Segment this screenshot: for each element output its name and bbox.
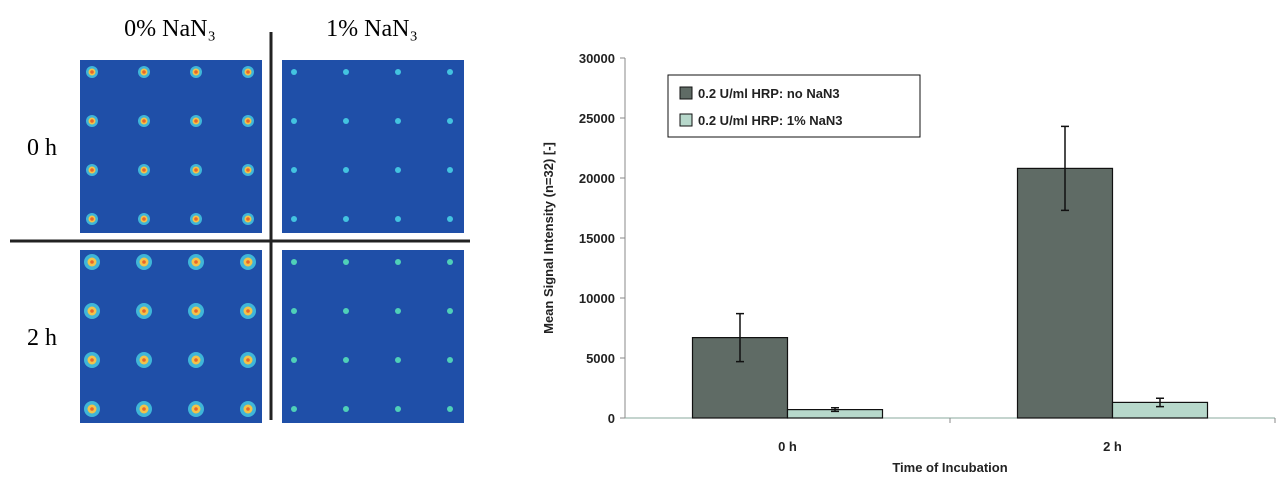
spot bbox=[291, 308, 297, 314]
spot bbox=[395, 69, 401, 75]
spot-core bbox=[246, 70, 250, 74]
spot bbox=[395, 406, 401, 412]
spot bbox=[291, 118, 297, 124]
y-tick-label: 25000 bbox=[579, 111, 615, 126]
spot bbox=[447, 69, 453, 75]
spot-core bbox=[246, 407, 250, 411]
spot bbox=[395, 308, 401, 314]
spot-core bbox=[142, 119, 146, 123]
legend-label: 0.2 U/ml HRP: no NaN3 bbox=[698, 86, 840, 101]
spot bbox=[395, 357, 401, 363]
y-tick-label: 20000 bbox=[579, 171, 615, 186]
spot bbox=[447, 259, 453, 265]
spot bbox=[395, 259, 401, 265]
spot bbox=[343, 357, 349, 363]
spot-core bbox=[142, 309, 146, 313]
column-label: 0% NaN₃ bbox=[124, 16, 216, 42]
array-image bbox=[282, 250, 464, 423]
spot-core bbox=[90, 168, 94, 172]
page: {"figure_panel": {"columns": ["0% NaN₃",… bbox=[0, 0, 1279, 480]
spot-core bbox=[246, 119, 250, 123]
spot-core bbox=[142, 168, 146, 172]
spot-core bbox=[142, 260, 146, 264]
spot-core bbox=[194, 358, 198, 362]
y-tick-label: 0 bbox=[608, 411, 615, 426]
spot bbox=[343, 406, 349, 412]
row-label: 0 h bbox=[27, 135, 57, 161]
spot-core bbox=[194, 217, 198, 221]
spot-core bbox=[142, 217, 146, 221]
spot-core bbox=[246, 358, 250, 362]
x-tick-label: 2 h bbox=[1103, 439, 1122, 454]
spot-core bbox=[90, 119, 94, 123]
spot-core bbox=[246, 260, 250, 264]
spot-core bbox=[194, 168, 198, 172]
column-label: 1% NaN₃ bbox=[326, 16, 418, 42]
spot bbox=[447, 308, 453, 314]
legend-label: 0.2 U/ml HRP: 1% NaN3 bbox=[698, 113, 843, 128]
spot-core bbox=[194, 309, 198, 313]
legend-swatch bbox=[680, 114, 692, 126]
y-tick-label: 10000 bbox=[579, 291, 615, 306]
array-image bbox=[80, 60, 262, 233]
spot-core bbox=[90, 407, 94, 411]
bar-chart: 0 5000 10000 15000 20000 25000 30000 0 h 2 h Time… bbox=[541, 51, 1275, 475]
spot-core bbox=[90, 260, 94, 264]
spot bbox=[447, 118, 453, 124]
spot-core bbox=[90, 70, 94, 74]
y-tick-label: 30000 bbox=[579, 51, 615, 66]
legend-swatch bbox=[680, 87, 692, 99]
spot bbox=[291, 167, 297, 173]
spot bbox=[447, 216, 453, 222]
spot bbox=[343, 69, 349, 75]
spot bbox=[447, 167, 453, 173]
spot-core bbox=[194, 407, 198, 411]
y-tick-label: 15000 bbox=[579, 231, 615, 246]
spot bbox=[291, 406, 297, 412]
spot bbox=[343, 216, 349, 222]
row-label: 2 h bbox=[27, 325, 57, 351]
spot-core bbox=[194, 260, 198, 264]
spot-core bbox=[90, 309, 94, 313]
spot bbox=[395, 118, 401, 124]
spot bbox=[395, 216, 401, 222]
spot-core bbox=[246, 168, 250, 172]
spot-core bbox=[246, 217, 250, 221]
spot-core bbox=[246, 309, 250, 313]
spot-core bbox=[142, 358, 146, 362]
spot bbox=[343, 167, 349, 173]
array-image bbox=[80, 250, 262, 423]
spot-core bbox=[142, 70, 146, 74]
figure: 0% NaN₃ 1% NaN₃ 0 h 2 h 0 5000 10000 15000 2… bbox=[0, 0, 1279, 480]
spot-core bbox=[90, 358, 94, 362]
spot bbox=[395, 167, 401, 173]
spot bbox=[343, 308, 349, 314]
spot bbox=[447, 357, 453, 363]
y-axis-label: Mean Signal Intensity (n=32) [-] bbox=[541, 142, 556, 334]
x-tick-label: 0 h bbox=[778, 439, 797, 454]
spot bbox=[291, 357, 297, 363]
spot-core bbox=[194, 70, 198, 74]
spot bbox=[291, 216, 297, 222]
y-tick-label: 5000 bbox=[586, 351, 615, 366]
spot-core bbox=[194, 119, 198, 123]
spot bbox=[447, 406, 453, 412]
spot bbox=[291, 259, 297, 265]
spot-core bbox=[90, 217, 94, 221]
spot bbox=[291, 69, 297, 75]
spot bbox=[343, 118, 349, 124]
spot-core bbox=[142, 407, 146, 411]
spot bbox=[343, 259, 349, 265]
x-axis-label: Time of Incubation bbox=[892, 460, 1007, 475]
array-image bbox=[282, 60, 464, 233]
